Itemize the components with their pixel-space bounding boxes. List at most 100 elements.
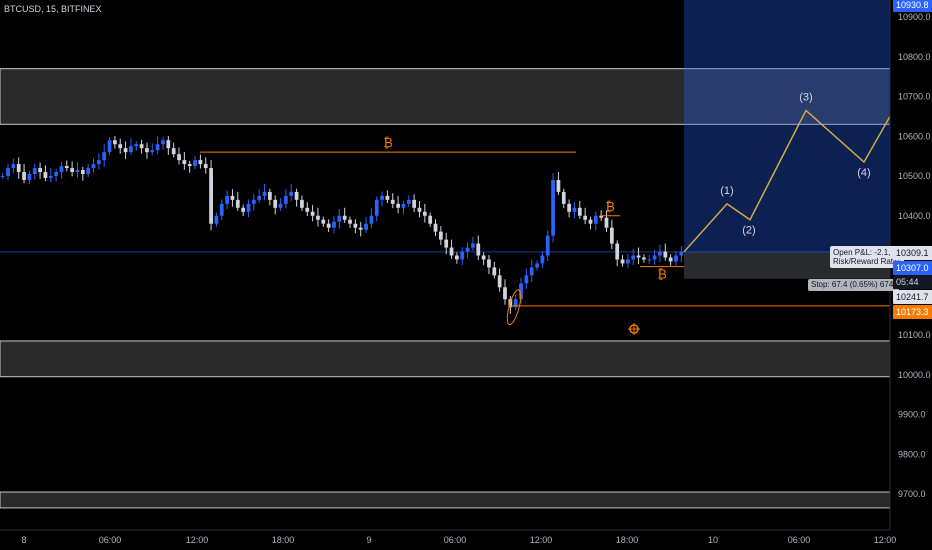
horizontal-lines: ₿ ₿ ₿ — [200, 136, 890, 336]
candle-body — [257, 195, 262, 200]
line-price-badge: 10173.3 — [893, 305, 932, 319]
candle-body — [481, 255, 486, 260]
price-tick: 9800.0 — [898, 449, 926, 459]
countdown-badge: 05:44 — [893, 275, 932, 289]
candle-body — [513, 299, 518, 308]
price-tick: 10400.0 — [898, 211, 931, 221]
time-tick: 10 — [708, 535, 718, 545]
candle-body — [406, 199, 411, 204]
candle-body — [321, 219, 326, 224]
candle-body — [465, 247, 470, 252]
time-axis[interactable]: 8 06:00 12:00 18:00 9 06:00 12:00 18:00 10 06:00 1… — [0, 529, 896, 545]
candle-body — [113, 140, 117, 145]
candle-body — [27, 174, 32, 180]
candle-body — [70, 168, 75, 173]
time-tick: 8 — [21, 535, 26, 545]
candle-body — [369, 215, 374, 224]
support-resistance-zones — [0, 68, 891, 509]
candle-body — [80, 170, 85, 175]
low-circle — [506, 289, 522, 326]
candle-body — [209, 168, 213, 224]
candle-body — [214, 215, 219, 224]
candle-body — [342, 215, 347, 220]
candle-body — [444, 239, 449, 248]
candle-body — [187, 164, 192, 167]
candle-body — [455, 255, 459, 260]
candle-body — [428, 215, 433, 224]
wave-label-1: (1) — [720, 185, 733, 197]
candle-body — [674, 255, 678, 262]
time-tick: 06:00 — [99, 535, 122, 545]
candle-body — [48, 176, 53, 178]
candle-body — [353, 223, 358, 228]
candle-body — [503, 287, 507, 300]
price-tick: 10000.0 — [898, 370, 931, 380]
candle-body — [91, 164, 96, 169]
candle-body — [246, 203, 251, 212]
symbol-label: BTCUSD, 15, BITFINEX — [4, 4, 102, 14]
candle-body — [64, 166, 69, 169]
candle-body — [652, 255, 657, 260]
candle-body — [487, 259, 491, 268]
candle-body — [631, 255, 636, 260]
candle-body — [374, 199, 379, 216]
time-tick: 9 — [366, 535, 371, 545]
candle-body — [609, 227, 614, 244]
candle-body — [203, 164, 208, 169]
candle-body — [145, 148, 149, 153]
candle-body — [326, 223, 331, 228]
candle-body — [604, 217, 609, 228]
candle-body — [412, 199, 417, 208]
time-tick: 06:00 — [788, 535, 811, 545]
candle-body — [390, 199, 395, 204]
candle-body — [380, 195, 384, 200]
candle-body — [38, 168, 42, 173]
candle-body — [471, 243, 475, 248]
candle-body — [182, 160, 187, 165]
candle-body — [647, 259, 652, 261]
candle-body — [556, 179, 561, 192]
candle-body — [332, 221, 336, 228]
candle-body — [171, 148, 176, 155]
candle-body — [75, 170, 80, 173]
candle-body — [305, 207, 310, 212]
candle-body — [230, 195, 235, 200]
candle-body — [593, 215, 598, 224]
time-tick: 12:00 — [530, 535, 553, 545]
candle-body — [155, 144, 160, 151]
candle-body — [599, 215, 604, 218]
candle-body — [401, 203, 406, 208]
candle-body — [284, 195, 288, 204]
price-tick: 9900.0 — [898, 410, 926, 420]
entry-price-badge: 10307.0 — [893, 261, 932, 275]
candle-body — [438, 231, 443, 240]
candle-body — [54, 172, 58, 176]
candle-body — [22, 172, 26, 180]
candle-body — [129, 146, 133, 153]
candle-body — [663, 251, 668, 258]
wave-label-3: (3) — [799, 91, 812, 103]
candle-body — [417, 207, 422, 212]
stop-info-label: Stop: 67.4 (0.65%) 674, — [808, 279, 899, 291]
candle-body — [289, 191, 294, 196]
price-tick: 10700.0 — [898, 92, 931, 102]
price-tick: 10600.0 — [898, 131, 931, 141]
wave-label-2: (2) — [742, 225, 755, 237]
long-position-tool[interactable] — [0, 0, 890, 279]
wave-label-4: (4) — [857, 167, 870, 179]
candle-body — [278, 203, 283, 208]
candle-body — [348, 219, 352, 224]
candle-body — [294, 191, 299, 200]
candle-body — [102, 152, 107, 161]
candle-body — [396, 203, 400, 208]
candle-body — [476, 243, 481, 256]
candlestick-series — [0, 135, 684, 314]
candle-body — [561, 191, 566, 204]
candle-body — [422, 211, 427, 216]
candle-body — [219, 203, 224, 216]
candle-body — [11, 164, 16, 169]
candle-body — [193, 160, 197, 167]
candle-body — [519, 283, 523, 300]
price-tick: 10900.0 — [898, 12, 931, 22]
